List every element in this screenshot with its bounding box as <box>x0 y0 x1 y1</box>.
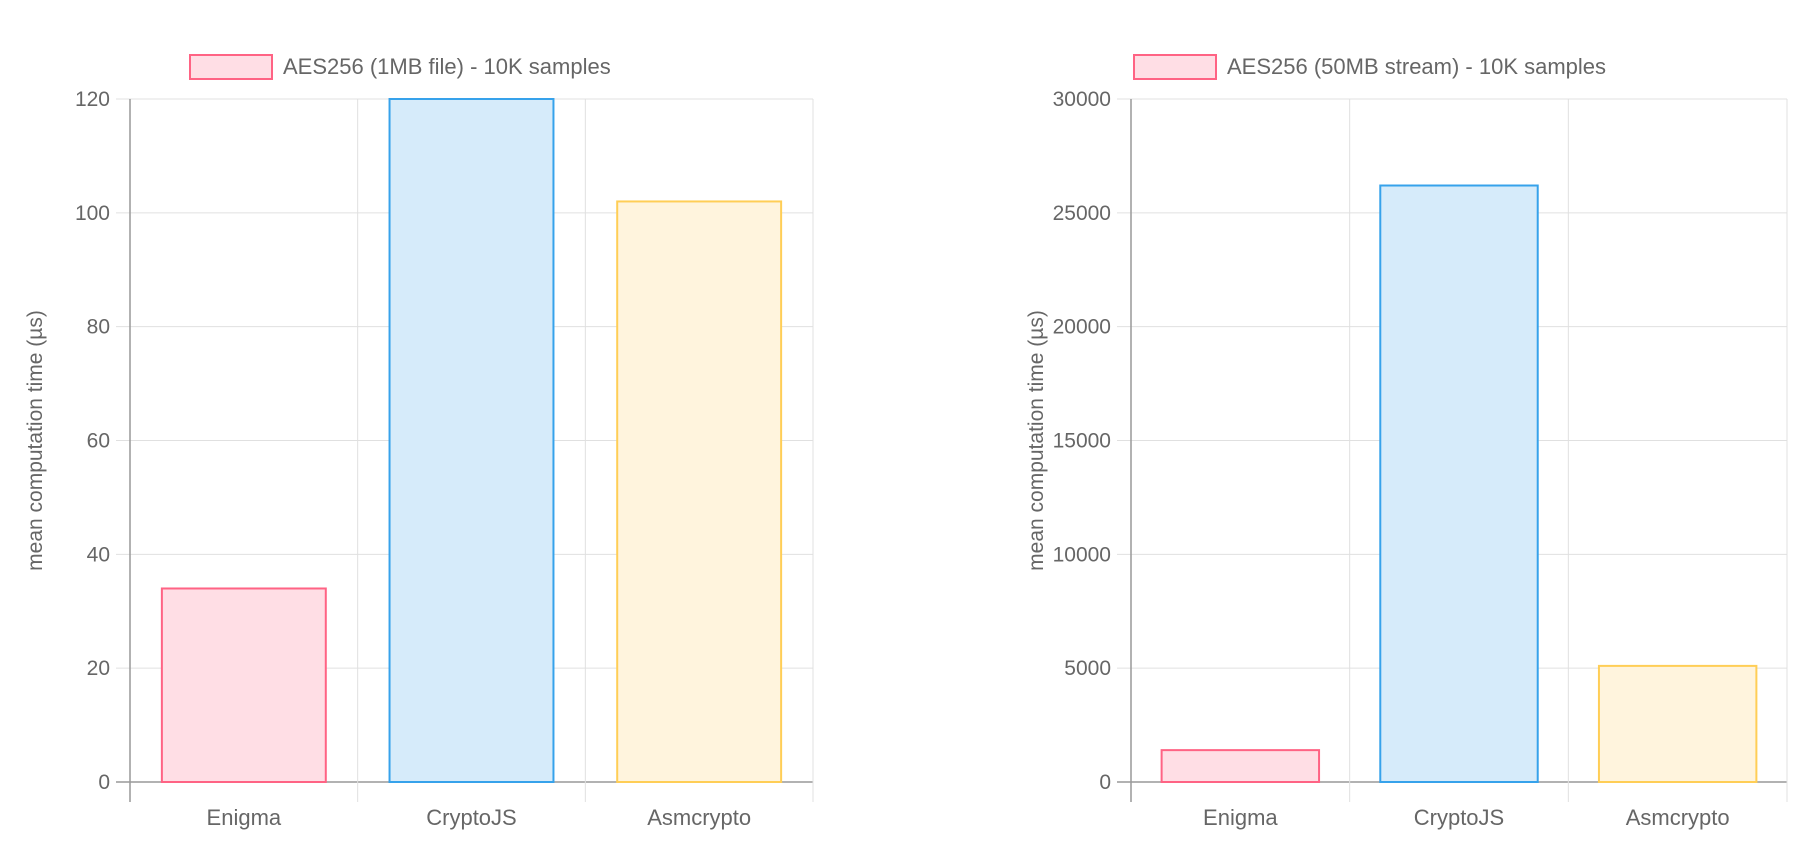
y-tick-label: 40 <box>87 543 110 566</box>
y-axis-title: mean computation time (µs) <box>1025 310 1048 571</box>
legend: AES256 (1MB file) - 10K samples <box>189 54 611 80</box>
legend: AES256 (50MB stream) - 10K samples <box>1133 54 1606 80</box>
x-tick-label: Enigma <box>207 805 282 830</box>
y-tick-label: 0 <box>98 771 110 794</box>
y-tick-label: 25000 <box>1053 202 1111 225</box>
y-tick-label: 20000 <box>1053 316 1111 339</box>
bars <box>160 98 783 783</box>
y-tick-label: 0 <box>1099 771 1111 794</box>
chart-aes256-1mb-file: AES256 (1MB file) - 10K samples 0 20 40 60 80… <box>24 54 814 830</box>
y-tick-label: 80 <box>87 316 110 339</box>
chart-aes256-50mb-stream: AES256 (50MB stream) - 10K samples 0 5000 1… <box>1025 54 1788 830</box>
y-tick-label: 30000 <box>1053 88 1111 111</box>
bar-enigma <box>1160 749 1321 783</box>
x-gridlines <box>1130 99 1788 802</box>
legend-swatch <box>1133 54 1217 80</box>
bars <box>1160 184 1758 784</box>
x-tick-label: Asmcrypto <box>1626 805 1730 830</box>
y-tick-label: 5000 <box>1064 657 1111 680</box>
bar-asmcrypto <box>616 200 783 783</box>
x-tick-label: Enigma <box>1203 805 1278 830</box>
x-tick-label: CryptoJS <box>1414 805 1504 830</box>
legend-swatch <box>189 54 273 80</box>
y-tick-label: 20 <box>87 657 110 680</box>
x-tick-label: Asmcrypto <box>647 805 751 830</box>
legend-label: AES256 (50MB stream) - 10K samples <box>1227 54 1606 79</box>
legend-label: AES256 (1MB file) - 10K samples <box>283 54 611 79</box>
bar-enigma <box>160 587 327 783</box>
y-tick-label: 100 <box>75 202 110 225</box>
y-tick-label: 60 <box>87 430 110 453</box>
bar-asmcrypto <box>1597 664 1758 784</box>
y-tick-label: 15000 <box>1053 430 1111 453</box>
bar-cryptojs <box>388 98 555 783</box>
y-tick-label: 10000 <box>1053 543 1111 566</box>
x-gridlines <box>129 99 814 802</box>
y-tick-label: 120 <box>75 88 110 111</box>
x-tick-label: CryptoJS <box>426 805 516 830</box>
y-axis-title: mean computation time (µs) <box>24 310 47 571</box>
bar-cryptojs <box>1379 184 1539 784</box>
